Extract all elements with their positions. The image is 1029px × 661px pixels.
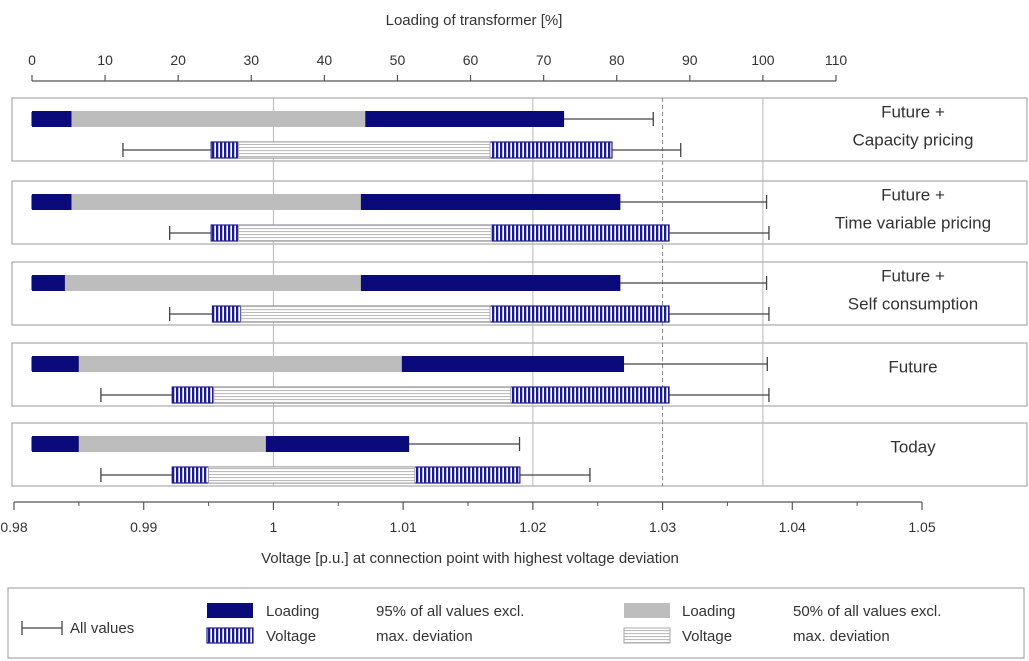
bottom-axis-title: Voltage [p.u.] at connection point with … [261,550,679,567]
voltage-50-bar [237,224,492,242]
top-axis-tick-label: 0 [28,52,36,68]
top-axis-tick-label: 10 [97,52,113,68]
top-axis-tick-label: 60 [463,52,479,68]
category-label: Future + [881,267,945,286]
legend-frame [7,587,1025,659]
legend-voltage-50-swatch [623,627,671,644]
top-axis-tick-label: 100 [751,52,775,68]
top-axis: 0 10 20 30 40 50 60 70 80 90 100 110 [28,52,848,82]
category-label: Future + [881,186,945,205]
legend-50-text: max. deviation [793,628,890,645]
voltage-50-bar [240,305,491,323]
top-axis-title: Loading of transformer [%] [386,12,563,29]
loading-50-bar [78,436,266,452]
category-tvp: Future + Time variable pricing [31,186,991,242]
category-label: Today [890,438,936,457]
loading-50-bar [78,356,402,372]
bottom-axis-tick-label: 1 [270,519,278,535]
loading-50-bar [71,194,361,210]
legend-95-text: 95% of all values excl. [376,603,524,620]
loading-50-bar [71,111,366,127]
category-self: Future + Self consumption [31,267,978,323]
bottom-axis-tick-label: 1.05 [908,519,935,535]
top-axis-tick-label: 20 [170,52,186,68]
bottom-axis: 0.98 0.99 1 1.01 1.02 1.03 1.04 1.05 [0,501,936,535]
top-axis-tick-label: 50 [390,52,406,68]
plot-area: Future + Capacity pricing Future + Time var… [11,97,1028,487]
top-axis-tick-label: 80 [609,52,625,68]
legend-loading-label: Loading [682,603,735,620]
category-label: Future + [881,103,945,122]
voltage-50-bar [208,466,416,484]
legend-loading-95-swatch [207,603,253,618]
loading-50-bar [64,275,361,291]
voltage-50-bar [237,141,491,159]
category-label: Future [888,358,937,377]
category-label: Capacity pricing [853,131,974,150]
legend: All values Loading Voltage 95% of all value… [7,587,1025,659]
legend-voltage-label: Voltage [682,628,732,645]
voltage-50-bar [213,386,512,404]
top-axis-tick-label: 110 [825,52,848,68]
top-axis-tick-label: 30 [243,52,259,68]
legend-loading-50-swatch [624,603,670,618]
legend-loading-label: Loading [266,603,319,620]
legend-50-text: 50% of all values excl. [793,603,941,620]
category-label: Time variable pricing [835,214,991,233]
legend-all-values-label: All values [70,620,134,637]
bottom-axis-tick-label: 1.02 [519,519,546,535]
top-axis-tick-label: 90 [682,52,698,68]
legend-voltage-95-swatch [206,627,254,644]
category-today: Today [31,436,936,484]
bottom-axis-tick-label: 0.99 [130,519,157,535]
top-axis-tick-label: 70 [536,52,552,68]
legend-voltage-label: Voltage [266,628,316,645]
legend-95-text: max. deviation [376,628,473,645]
top-axis-tick-label: 40 [317,52,333,68]
bottom-axis-tick-label: 0.98 [0,519,27,535]
bottom-axis-tick-label: 1.04 [779,519,806,535]
category-cap: Future + Capacity pricing [31,103,974,159]
bottom-axis-tick-label: 1.01 [390,519,417,535]
category-label: Self consumption [848,295,978,314]
bottom-axis-tick-label: 1.03 [649,519,676,535]
category-future: Future [31,356,938,404]
